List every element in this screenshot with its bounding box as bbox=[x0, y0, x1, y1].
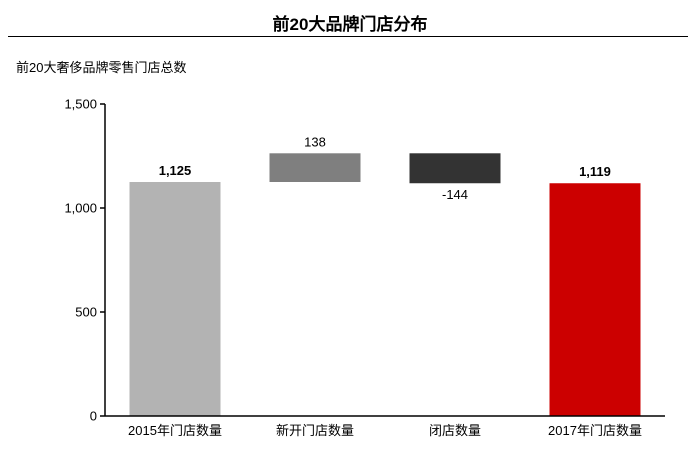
x-tick-label: 闭店数量 bbox=[429, 423, 481, 438]
data-label: -144 bbox=[442, 187, 468, 202]
y-tick-label: 0 bbox=[90, 409, 97, 424]
x-axis: 2015年门店数量 新开门店数量 闭店数量 2017年门店数量 bbox=[105, 415, 665, 438]
x-tick-label: 2017年门店数量 bbox=[548, 423, 642, 438]
y-axis: 0 500 1,000 1,500 bbox=[64, 97, 106, 424]
bar bbox=[269, 153, 361, 182]
x-tick-label: 新开门店数量 bbox=[276, 423, 354, 438]
bar bbox=[129, 182, 221, 416]
bar bbox=[549, 183, 641, 416]
y-tick-label: 500 bbox=[75, 305, 97, 320]
y-tick-label: 1,000 bbox=[64, 201, 97, 216]
x-tick-label: 2015年门店数量 bbox=[128, 423, 222, 438]
data-label: 1,119 bbox=[579, 164, 611, 179]
chart-subtitle: 前20大奢侈品牌零售门店总数 bbox=[16, 60, 187, 75]
y-tick-label: 1,500 bbox=[64, 97, 97, 112]
title-divider bbox=[8, 36, 688, 37]
data-label: 1,125 bbox=[159, 163, 192, 178]
bar bbox=[409, 153, 501, 184]
data-labels: 1,125 138 -144 1,119 bbox=[159, 134, 611, 202]
bars bbox=[129, 153, 641, 416]
data-label: 138 bbox=[304, 134, 326, 149]
chart-title: 前20大品牌门店分布 bbox=[272, 15, 428, 34]
